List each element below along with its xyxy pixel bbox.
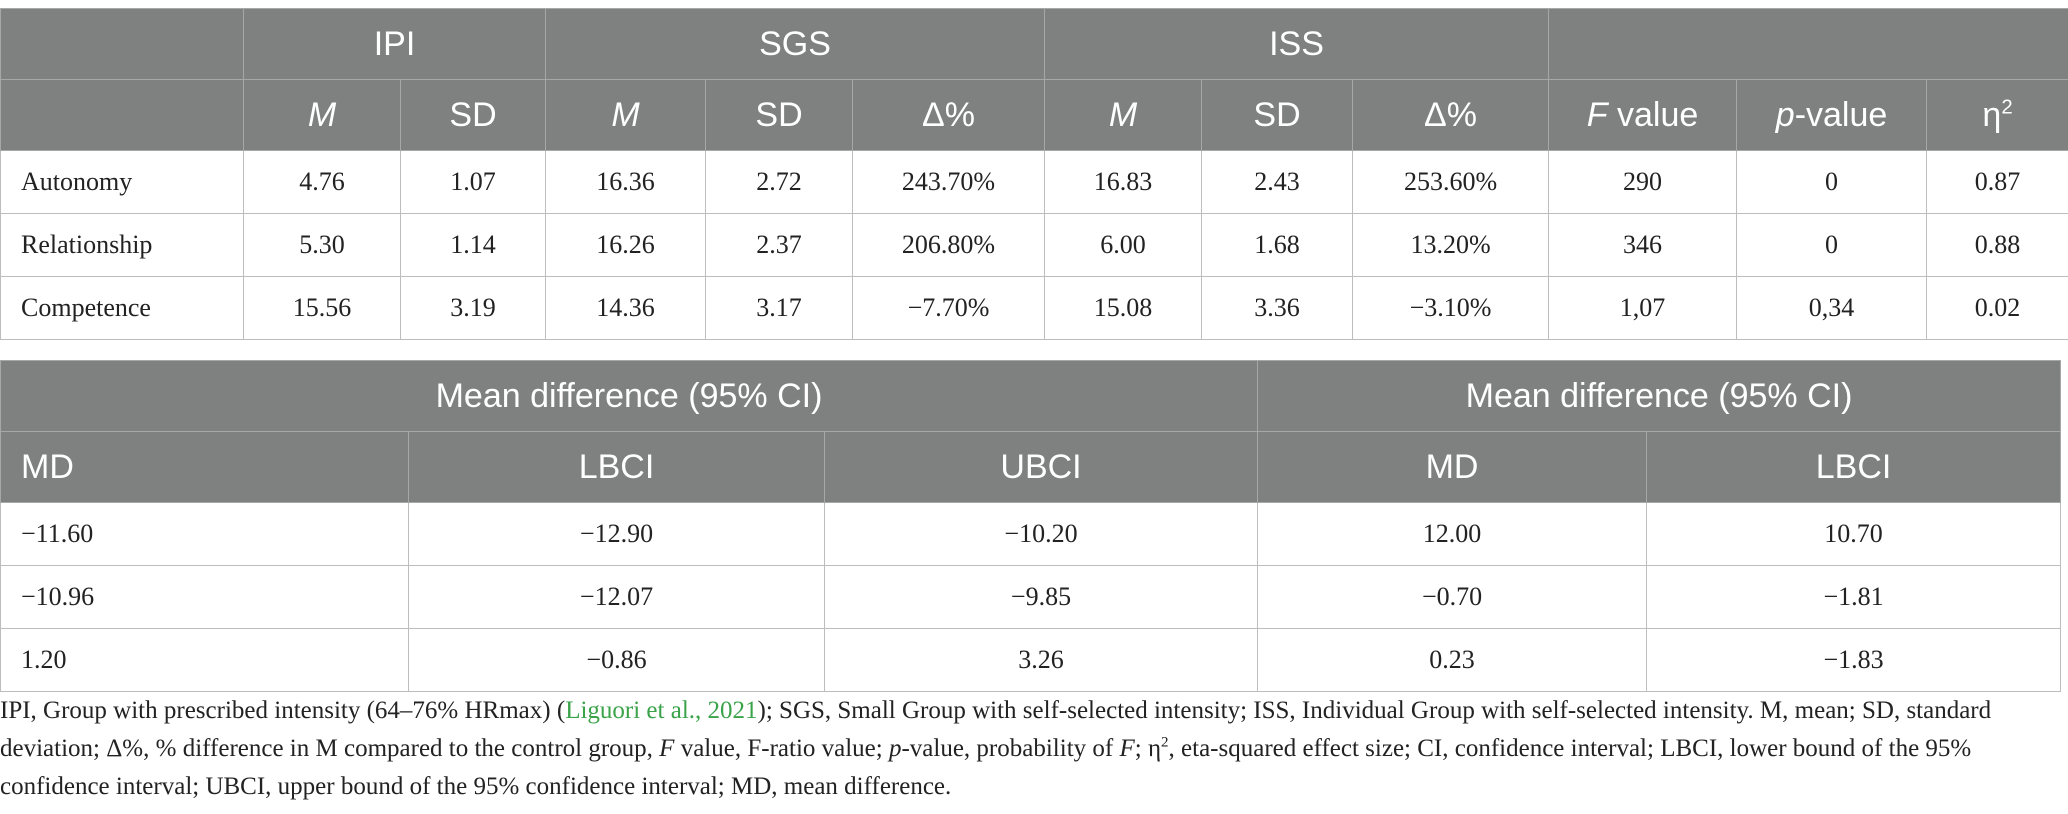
group-header-row: IPI SGS ISS xyxy=(0,8,2068,80)
md-header: MD xyxy=(0,431,409,503)
table-cell: 0,34 xyxy=(1736,276,1928,340)
row-label: Autonomy xyxy=(0,150,244,214)
results-table: IPI SGS ISS M SD M SD Δ% M SD Δ% F value… xyxy=(0,8,2068,340)
sgs-delta-header: Δ% xyxy=(852,79,1046,151)
table-cell: 3.19 xyxy=(399,276,547,340)
table-cell: 16.26 xyxy=(545,213,707,277)
lbci-header-2: LBCI xyxy=(1646,431,2062,503)
table-cell: 0.88 xyxy=(1926,213,2068,277)
table-cell: 1,07 xyxy=(1548,276,1738,340)
table-cell: 14.36 xyxy=(545,276,707,340)
table-cell: 0.23 xyxy=(1257,628,1648,692)
table-cell: 6.00 xyxy=(1044,213,1203,277)
ipi-m-header: M xyxy=(243,79,401,151)
table-cell: 13.20% xyxy=(1352,213,1550,277)
ipi-group-header: IPI xyxy=(242,8,547,80)
table-cell: 4.76 xyxy=(243,150,401,214)
table-cell: 16.83 xyxy=(1044,150,1203,214)
table-cell: −9.85 xyxy=(823,565,1259,629)
table-cell: −12.07 xyxy=(408,565,825,629)
row-label: Relationship xyxy=(0,213,244,277)
p-value-header: p-value xyxy=(1736,79,1928,151)
table-cell: 10.70 xyxy=(1646,502,2062,566)
table-footnote: IPI, Group with prescribed intensity (64… xyxy=(0,697,1992,800)
stats-group-header xyxy=(1548,8,2068,80)
table-cell: −12.90 xyxy=(408,502,825,566)
row-label: Competence xyxy=(0,276,244,340)
lbci-header: LBCI xyxy=(408,431,825,503)
table-row: 1.20 −0.86 3.26 0.23 −1.83 xyxy=(0,628,2062,692)
iss-delta-header: Δ% xyxy=(1352,79,1550,151)
table-row: Autonomy 4.76 1.07 16.36 2.72 243.70% 16… xyxy=(0,150,2068,214)
ipi-sd-header: SD xyxy=(399,79,547,151)
table-cell: −10.20 xyxy=(823,502,1259,566)
table-cell: −3.10% xyxy=(1352,276,1550,340)
table-cell: 0.87 xyxy=(1926,150,2068,214)
table-cell: −10.96 xyxy=(0,565,409,629)
table-cell: 2.37 xyxy=(705,213,854,277)
iss-m-header: M xyxy=(1044,79,1203,151)
subheader-row: MD LBCI UBCI MD LBCI xyxy=(0,431,2062,503)
table-cell: 1.20 xyxy=(0,628,409,692)
table-cell: 15.08 xyxy=(1044,276,1203,340)
table-cell: 12.00 xyxy=(1257,502,1648,566)
sgs-group-header: SGS xyxy=(545,8,1046,80)
table-row: −11.60 −12.90 −10.20 12.00 10.70 xyxy=(0,502,2062,566)
ubci-header: UBCI xyxy=(823,431,1259,503)
table-cell: −1.83 xyxy=(1646,628,2062,692)
label-col-header xyxy=(0,79,244,151)
eta-squared-header: η2 xyxy=(1926,79,2068,151)
reference-link[interactable]: Liguori et al., 2021 xyxy=(565,697,758,724)
table-cell: −0.70 xyxy=(1257,565,1648,629)
table-cell: 1.07 xyxy=(399,150,547,214)
subheader-row: M SD M SD Δ% M SD Δ% F value p-value η2 xyxy=(0,79,2068,151)
mean-difference-table: Mean difference (95% CI) Mean difference… xyxy=(0,360,2062,692)
md-header-2: MD xyxy=(1257,431,1648,503)
table-cell: 2.43 xyxy=(1201,150,1354,214)
table-cell: 2.72 xyxy=(705,150,854,214)
sgs-m-header: M xyxy=(545,79,707,151)
table-cell: 1.68 xyxy=(1201,213,1354,277)
table-cell: 0 xyxy=(1736,150,1928,214)
table-cell: 0.02 xyxy=(1926,276,2068,340)
table-cell: 243.70% xyxy=(852,150,1046,214)
table-cell: 253.60% xyxy=(1352,150,1550,214)
table-cell: 3.36 xyxy=(1201,276,1354,340)
table-cell: 5.30 xyxy=(243,213,401,277)
iss-group-header: ISS xyxy=(1044,8,1550,80)
sgs-sd-header: SD xyxy=(705,79,854,151)
iss-sd-header: SD xyxy=(1201,79,1354,151)
table-cell: −1.81 xyxy=(1646,565,2062,629)
table-cell: −7.70% xyxy=(852,276,1046,340)
table-cell: −11.60 xyxy=(0,502,409,566)
table-cell: 1.14 xyxy=(399,213,547,277)
corner-cell xyxy=(0,8,244,80)
table-cell: 0 xyxy=(1736,213,1928,277)
table-row: Relationship 5.30 1.14 16.26 2.37 206.80… xyxy=(0,213,2068,277)
table-cell: 290 xyxy=(1548,150,1738,214)
table-cell: 15.56 xyxy=(243,276,401,340)
table-cell: 3.26 xyxy=(823,628,1259,692)
f-value-header: F value xyxy=(1548,79,1738,151)
table-cell: −0.86 xyxy=(408,628,825,692)
table-cell: 206.80% xyxy=(852,213,1046,277)
table-row: Competence 15.56 3.19 14.36 3.17 −7.70% … xyxy=(0,276,2068,340)
table-cell: 346 xyxy=(1548,213,1738,277)
group-header-row: Mean difference (95% CI) Mean difference… xyxy=(0,360,2062,432)
table-row: −10.96 −12.07 −9.85 −0.70 −1.81 xyxy=(0,565,2062,629)
mean-difference-header-2: Mean difference (95% CI) xyxy=(1257,360,2062,432)
table-cell: 3.17 xyxy=(705,276,854,340)
table-cell: 16.36 xyxy=(545,150,707,214)
mean-difference-header-1: Mean difference (95% CI) xyxy=(0,360,1259,432)
